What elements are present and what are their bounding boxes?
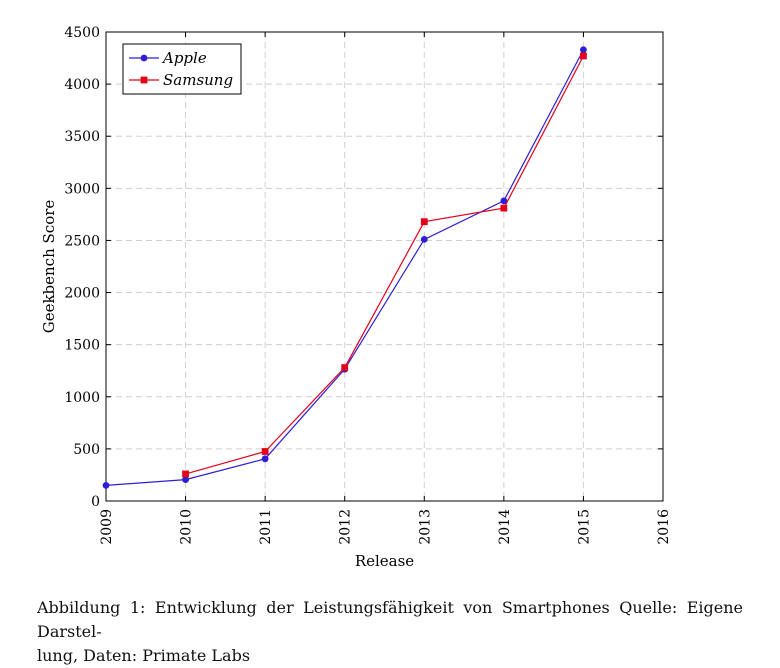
x-tick-label: 2013 — [417, 509, 433, 545]
data-point-apple — [500, 197, 508, 205]
x-tick-label: 2010 — [179, 509, 195, 545]
series-group — [102, 46, 587, 489]
y-tick-label: 3000 — [64, 181, 100, 197]
figure-caption: Abbildung 1: Entwicklung der Leistungsfä… — [37, 596, 743, 668]
grid — [106, 32, 663, 501]
y-tick-label: 4500 — [64, 25, 100, 41]
y-tick-label: 2500 — [64, 233, 100, 249]
chart: 2009 2010 2011 2012 2013 2014 2015 2016 0 500 1000… — [40, 25, 672, 570]
legend-marker-apple — [140, 54, 148, 62]
y-tick-label: 2000 — [64, 286, 100, 302]
axis-ticks: 2009 2010 2011 2012 2013 2014 2015 2016 0 500 1000… — [64, 25, 672, 545]
legend-box — [122, 43, 242, 95]
x-tick-label: 2012 — [338, 509, 354, 545]
legend-label-samsung: Samsung — [163, 71, 233, 89]
data-point-samsung — [261, 448, 269, 455]
caption-line-1: Abbildung 1: Entwicklung der Leistungsfä… — [37, 598, 743, 641]
y-tick-label: 3500 — [64, 129, 100, 145]
y-tick-label: 1500 — [64, 338, 100, 354]
data-point-apple — [182, 476, 189, 484]
data-point-apple — [102, 481, 110, 489]
legend-label-apple: Apple — [161, 49, 207, 67]
series-line-samsung — [185, 55, 584, 475]
x-tick-label: 2015 — [576, 509, 592, 545]
y-tick-label: 500 — [73, 442, 100, 458]
data-point-apple — [261, 455, 269, 463]
x-tick-label: 2014 — [497, 509, 513, 545]
x-tick-label: 2016 — [656, 509, 672, 545]
legend: Apple Samsung — [122, 43, 242, 95]
data-point-samsung — [580, 52, 587, 60]
x-tick-label: 2009 — [99, 509, 115, 545]
y-axis-label: Geekbench Score — [40, 200, 58, 334]
plot-area — [105, 31, 664, 502]
data-point-apple — [580, 46, 587, 54]
y-tick-label: 0 — [91, 494, 100, 510]
data-point-samsung — [182, 470, 189, 478]
x-axis-label: Release — [355, 552, 414, 570]
legend-marker-samsung — [140, 76, 148, 84]
y-tick-label: 1000 — [64, 390, 100, 406]
data-point-samsung — [500, 204, 508, 212]
data-point-apple — [420, 236, 428, 243]
data-point-samsung — [420, 218, 428, 226]
caption-line-2: lung, Daten: Primate Labs — [37, 646, 251, 665]
y-tick-label: 4000 — [64, 77, 100, 93]
x-tick-label: 2011 — [258, 509, 274, 545]
data-point-samsung — [341, 364, 349, 371]
